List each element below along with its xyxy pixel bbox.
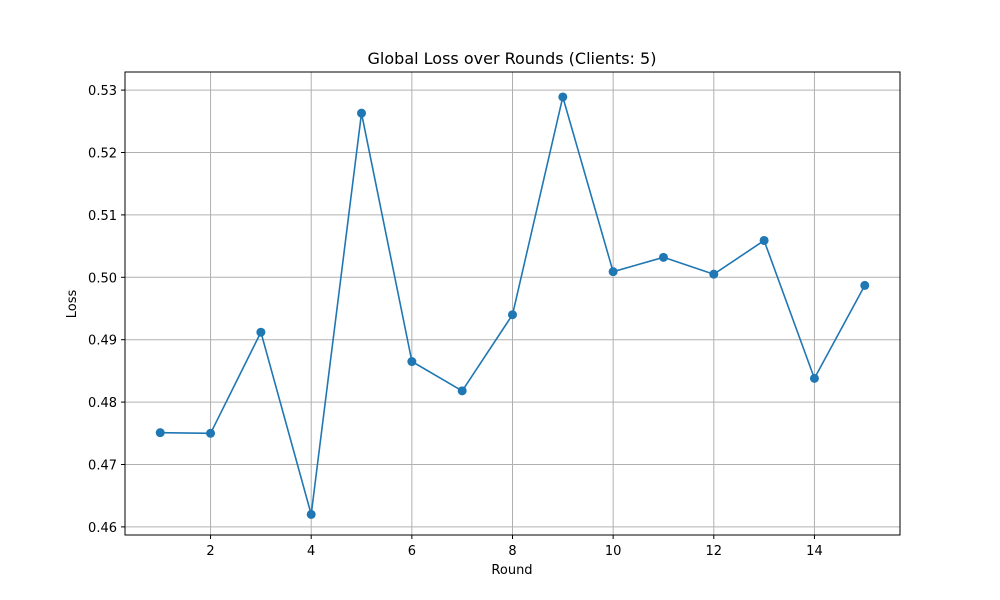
- y-tick-label: 0.50: [88, 271, 117, 286]
- data-point: [256, 327, 266, 337]
- data-point: [658, 252, 668, 262]
- y-tick-label: 0.47: [88, 458, 117, 473]
- y-axis-label: Loss: [65, 290, 80, 319]
- data-point: [407, 357, 417, 367]
- data-point: [357, 108, 367, 118]
- y-tick-label: 0.49: [88, 334, 117, 349]
- y-tick-label: 0.46: [88, 521, 117, 536]
- y-tick-label: 0.52: [88, 146, 117, 161]
- data-point: [155, 428, 165, 438]
- chart-title: Global Loss over Rounds (Clients: 5): [368, 49, 657, 68]
- y-tick-label: 0.48: [88, 396, 117, 411]
- x-axis-label: Round: [491, 563, 532, 578]
- x-tick-label: 8: [508, 544, 516, 559]
- data-point: [206, 428, 216, 438]
- x-tick-label: 14: [806, 544, 823, 559]
- x-tick-label: 6: [408, 544, 416, 559]
- x-tick-label: 2: [206, 544, 214, 559]
- x-tick-label: 4: [307, 544, 315, 559]
- x-tick-label: 10: [605, 544, 622, 559]
- data-point: [709, 269, 719, 279]
- data-point: [457, 386, 467, 396]
- data-point: [508, 310, 517, 320]
- y-tick-label: 0.53: [88, 84, 117, 99]
- data-point: [860, 280, 870, 290]
- data-point: [306, 509, 316, 519]
- data-point: [809, 373, 819, 383]
- x-tick-label: 12: [706, 544, 723, 559]
- grid-lines: [125, 72, 900, 535]
- data-point: [759, 235, 769, 245]
- data-point: [608, 267, 618, 277]
- data-point: [558, 92, 568, 102]
- y-tick-label: 0.51: [88, 209, 117, 224]
- series-layer: [155, 92, 870, 519]
- axis-ticks: 2 4 6 8 10 12 14 0.46 0.47 0.48 0.49 0.50 0.51 0.52 0.…: [88, 84, 823, 559]
